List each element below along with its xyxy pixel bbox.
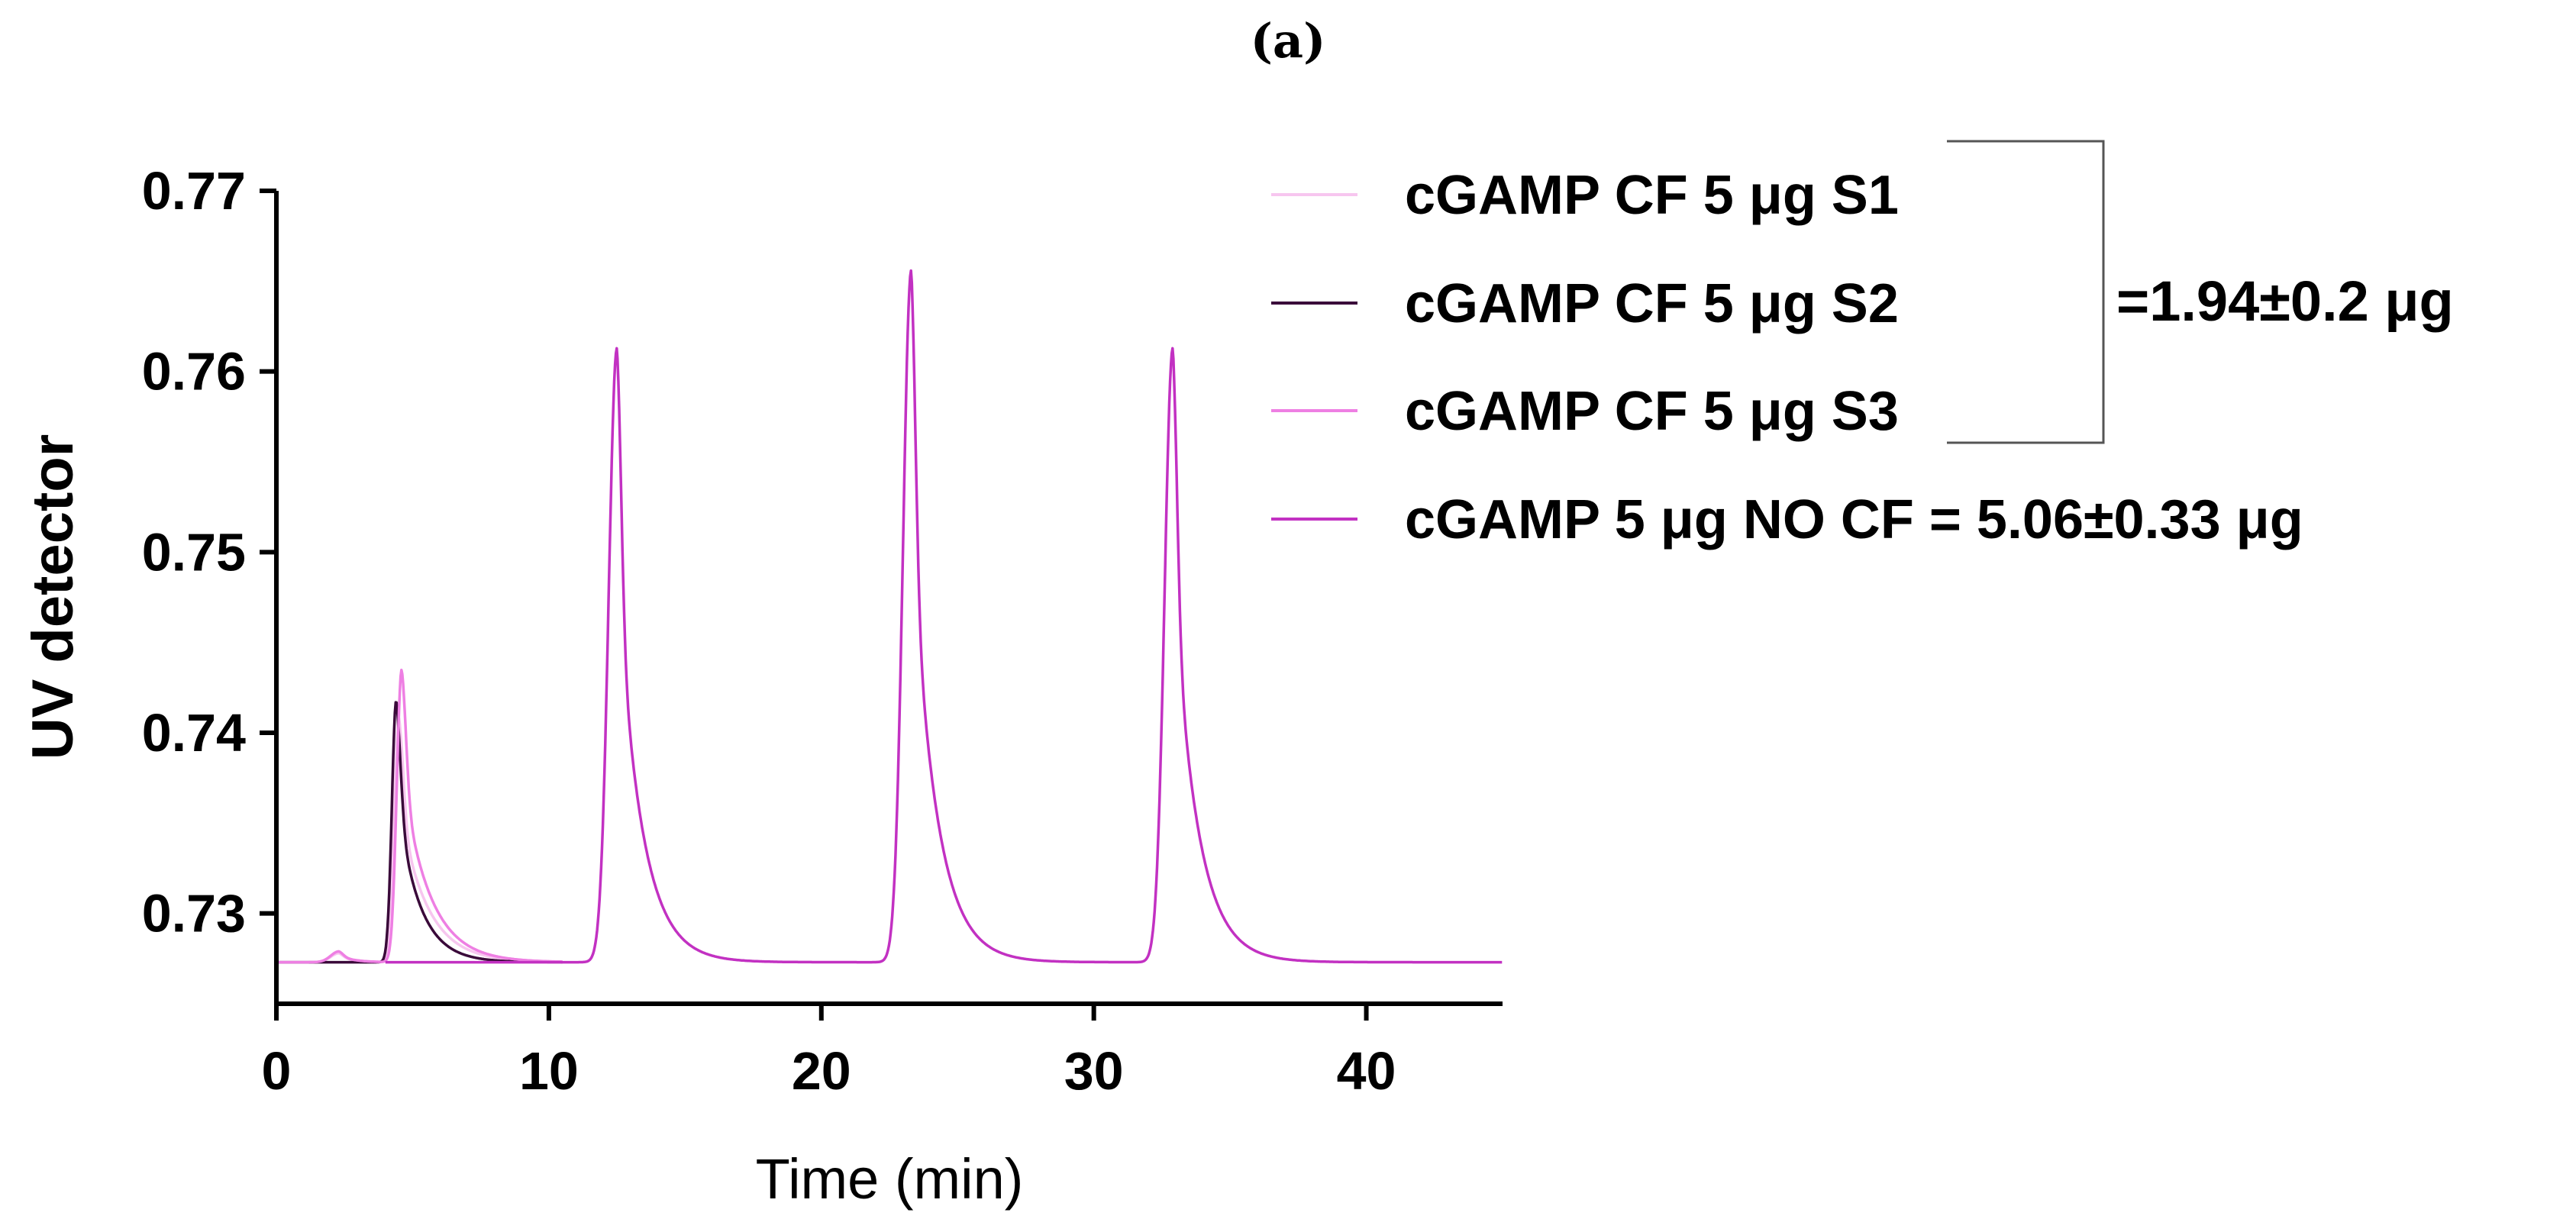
x-tick-label: 30 — [1064, 1041, 1124, 1101]
series-line-3 — [276, 668, 563, 964]
legend-label-1: cGAMP CF 5 μg S1 — [1405, 165, 1899, 226]
x-tick-label: 20 — [792, 1041, 851, 1101]
y-tick-label: 0.73 — [142, 884, 246, 943]
x-tick-label: 40 — [1337, 1041, 1396, 1101]
series-line-2 — [276, 701, 563, 964]
y-axis-title: UV detector — [21, 434, 86, 760]
x-tick-label: 10 — [519, 1041, 579, 1101]
x-tick-label: 0 — [262, 1041, 292, 1101]
y-axis-ticks: 0.73 0.74 0.75 0.76 0.77 — [142, 161, 276, 943]
x-axis-title: Time (min) — [756, 1147, 1024, 1211]
panel-label: (a) — [1251, 13, 1326, 69]
series-group — [276, 269, 1503, 964]
legend-label-4: cGAMP 5 μg NO CF = 5.06±0.33 μg — [1405, 489, 2303, 550]
y-tick-label: 0.75 — [142, 522, 246, 582]
y-tick-label: 0.76 — [142, 342, 246, 402]
legend-label-3: cGAMP CF 5 μg S3 — [1405, 381, 1899, 442]
legend-bracket — [1947, 140, 2105, 444]
legend: cGAMP CF 5 μg S1 cGAMP CF 5 μg S2 cGAMP CF… — [1271, 165, 2303, 550]
legend-label-2: cGAMP CF 5 μg S2 — [1405, 273, 1899, 334]
cf-recovery-annotation: =1.94±0.2 μg — [2116, 269, 2454, 333]
x-axis-ticks: 0 10 20 30 40 — [262, 1004, 1396, 1101]
y-tick-label: 0.77 — [142, 161, 246, 221]
y-tick-label: 0.74 — [142, 703, 246, 763]
series-line-4 — [385, 269, 1503, 964]
series-line-1 — [276, 717, 563, 964]
